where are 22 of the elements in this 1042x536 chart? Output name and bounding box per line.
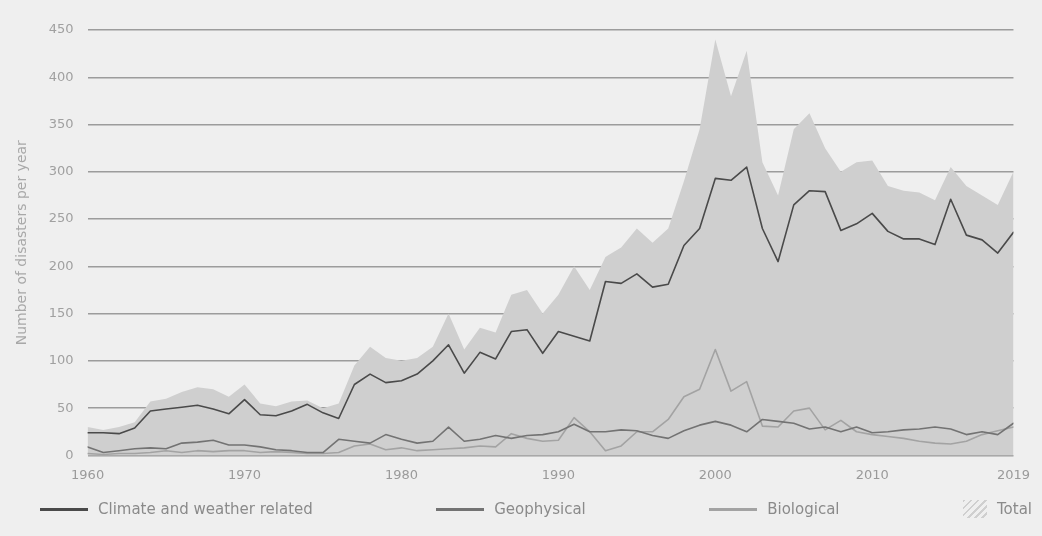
y-tick-label: 300 bbox=[48, 163, 74, 179]
y-tick-label: 150 bbox=[48, 304, 74, 320]
y-tick-label: 100 bbox=[48, 352, 74, 368]
legend-label: Total bbox=[996, 500, 1032, 518]
legend-label: Climate and weather related bbox=[98, 500, 313, 518]
y-axis-title: Number of disasters per year bbox=[13, 139, 30, 346]
x-tick-label: 2000 bbox=[698, 466, 732, 482]
y-tick-label: 250 bbox=[48, 210, 74, 226]
legend-label: Biological bbox=[767, 500, 840, 518]
y-tick-label: 400 bbox=[48, 68, 74, 84]
y-tick-label: 450 bbox=[48, 21, 74, 37]
x-tick-label: 1970 bbox=[227, 466, 262, 482]
x-tick-label: 2010 bbox=[855, 466, 889, 482]
y-tick-label: 50 bbox=[57, 399, 74, 415]
legend-label: Geophysical bbox=[494, 500, 586, 518]
x-tick-label: 1960 bbox=[71, 466, 105, 482]
y-tick-label: 350 bbox=[48, 115, 74, 131]
x-tick-label: 1980 bbox=[384, 466, 419, 482]
x-tick-label: 2019 bbox=[996, 466, 1030, 482]
x-tick-label: 1990 bbox=[541, 466, 575, 482]
y-tick-label: 0 bbox=[65, 446, 74, 462]
y-tick-label: 200 bbox=[48, 257, 74, 273]
